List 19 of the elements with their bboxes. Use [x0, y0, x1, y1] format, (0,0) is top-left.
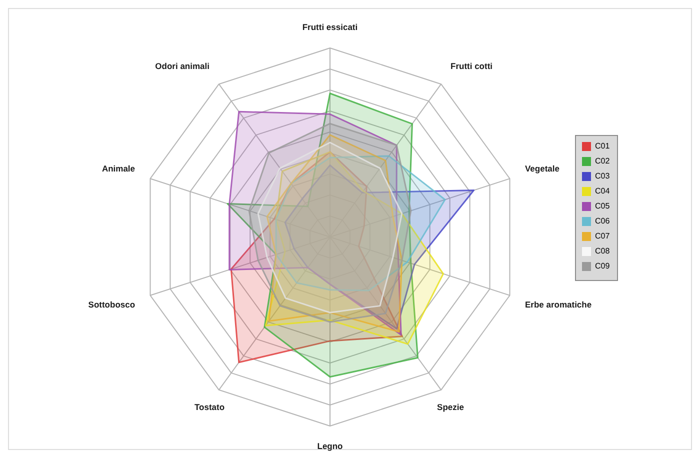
spoke-label: Frutti cotti: [450, 61, 493, 72]
spoke-label: Vegetale: [524, 164, 560, 174]
spoke-label: Erbe aromatiche: [524, 299, 592, 310]
spoke-label: Animale: [102, 164, 136, 174]
legend-label: C05: [595, 202, 610, 210]
legend-label: C08: [595, 246, 610, 256]
legend-label: C06: [595, 216, 610, 226]
spoke-label: Sottobosco: [88, 299, 136, 310]
spoke-label: Tostato: [194, 402, 225, 412]
spoke-label: Legno: [317, 441, 343, 451]
legend-label: C02: [595, 156, 610, 166]
legend-label: C03: [595, 172, 610, 180]
legend-label: C07: [595, 232, 610, 240]
legend-label: C01: [595, 142, 610, 150]
legend-label: C04: [595, 186, 610, 196]
spoke-label: Frutti essicati: [302, 22, 358, 32]
spoke-label: Spezie: [437, 402, 464, 412]
spoke-label: Odori animali: [155, 61, 210, 72]
legend-label: C09: [595, 262, 610, 270]
